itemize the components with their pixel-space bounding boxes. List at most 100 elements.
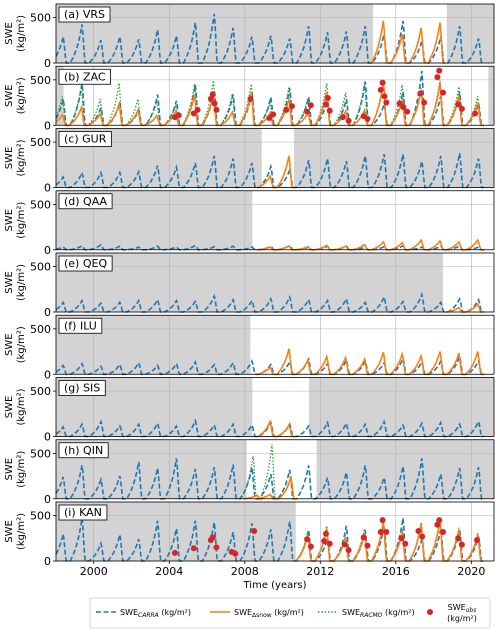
y-tick-label: 500 — [30, 74, 51, 87]
panel-label-text: (a) VRS — [64, 8, 105, 21]
legend-item-carra: SWECARRA (kg/m²) — [96, 608, 191, 619]
obs-point — [404, 108, 411, 115]
y-tick-label: 0 — [44, 368, 51, 381]
x-tick-label: 2016 — [382, 565, 410, 578]
obs-point — [383, 528, 390, 535]
obs-point — [472, 110, 479, 117]
obs-point — [458, 541, 465, 548]
obs-point — [398, 535, 405, 542]
axes-frame — [55, 377, 495, 437]
obs-point — [383, 99, 390, 106]
obs-point — [436, 67, 443, 74]
y-axis-label-line1: SWE — [4, 396, 15, 419]
y-axis-label-line2: (kg/m²) — [16, 388, 27, 425]
legend-label-unit: (kg/m²) — [382, 608, 414, 617]
panel-label-text: (g) SIS — [64, 382, 100, 395]
y-axis-label-line1: SWE — [4, 209, 15, 232]
series-carra-line — [55, 70, 484, 127]
obs-point — [458, 105, 465, 112]
axes-frame — [55, 252, 495, 313]
obs-point — [326, 107, 333, 114]
axes-frame — [55, 190, 495, 251]
obs-point — [326, 540, 333, 547]
legend-label-main: SWE — [234, 608, 252, 617]
obs-point — [434, 74, 441, 81]
panel-label-text: (i) KAN — [64, 506, 102, 519]
y-tick-label: 0 — [44, 555, 51, 568]
obs-point — [322, 101, 329, 108]
series-dsnow-line — [243, 474, 297, 500]
legend-label-sub: Δsnow — [252, 612, 272, 619]
y-axis-label: SWE(kg/m²) — [4, 264, 27, 301]
panel-label-box — [58, 504, 108, 521]
obs-point — [419, 533, 426, 540]
obs-point — [345, 117, 352, 124]
panel-label: (a) VRS — [58, 6, 111, 23]
y-tick-label: 500 — [30, 198, 51, 211]
legend-label-main: SWE — [342, 608, 360, 617]
y-tick-label: 0 — [44, 431, 51, 444]
legend-label-unit: (kg/m²) — [159, 608, 191, 617]
y-axis-label-line2: (kg/m²) — [16, 139, 27, 176]
y-axis-label-line1: SWE — [4, 271, 15, 294]
obs-point — [211, 100, 218, 107]
panel-label-box — [58, 193, 113, 210]
panel-label-box — [58, 317, 103, 334]
y-tick-label: 500 — [30, 447, 51, 460]
obs-point — [213, 106, 220, 113]
panel-label-text: (d) QAA — [64, 195, 108, 208]
obs-point — [190, 110, 197, 117]
y-axis-label-line2: (kg/m²) — [16, 326, 27, 363]
y-axis-label-line1: SWE — [4, 147, 15, 170]
obs-point — [175, 112, 182, 119]
panel-label-text: (b) ZAC — [64, 70, 106, 83]
legend-item-obs: SWEobs(kg/m²) — [427, 603, 477, 623]
panel-label: (i) KAN — [58, 504, 108, 521]
obs-point — [209, 91, 216, 98]
legend-label-main: SWE — [448, 603, 466, 612]
y-tick-label: 500 — [30, 510, 51, 523]
legend-label-sub: RACMO — [360, 612, 383, 619]
y-axis-label: SWE(kg/m²) — [4, 202, 27, 239]
obs-point — [377, 86, 384, 93]
panel-label-box — [58, 6, 111, 23]
legend-label-sub: obs — [466, 607, 477, 614]
x-tick-label: 2000 — [80, 565, 108, 578]
observation-period — [443, 253, 494, 312]
y-tick-label: 0 — [44, 57, 51, 70]
obs-point — [232, 550, 239, 557]
obs-point — [321, 538, 328, 545]
y-axis-label-line2: (kg/m²) — [16, 202, 27, 239]
axes-frame — [55, 65, 495, 126]
observation-period — [252, 377, 309, 437]
obs-point — [379, 517, 386, 524]
series-carra-line — [55, 517, 484, 562]
y-tick-label: 500 — [30, 261, 51, 274]
legend-item-racmo: SWERACMO (kg/m²) — [318, 608, 415, 619]
obs-point — [304, 108, 311, 115]
series-carra-line — [55, 13, 484, 64]
panel-label-box — [58, 442, 109, 459]
observation-period — [246, 439, 317, 499]
obs-point — [402, 540, 409, 547]
y-axis-label-line2: (kg/m²) — [16, 15, 27, 52]
obs-point — [360, 534, 367, 541]
y-tick-label: 500 — [30, 385, 51, 398]
obs-point — [440, 528, 447, 535]
obs-point — [283, 106, 290, 113]
panel-label: (h) QIN — [58, 442, 109, 459]
panel-label: (e) QEQ — [58, 255, 113, 272]
panel-label: (b) ZAC — [58, 68, 112, 85]
x-tick-label: 2012 — [306, 565, 334, 578]
series-carra-line — [55, 458, 484, 500]
obs-point — [396, 100, 403, 107]
obs-point — [345, 547, 352, 554]
x-tick-label: 2008 — [231, 565, 259, 578]
obs-point — [436, 517, 443, 524]
x-tick-label: 2004 — [155, 565, 183, 578]
y-axis-label-line1: SWE — [4, 520, 15, 543]
